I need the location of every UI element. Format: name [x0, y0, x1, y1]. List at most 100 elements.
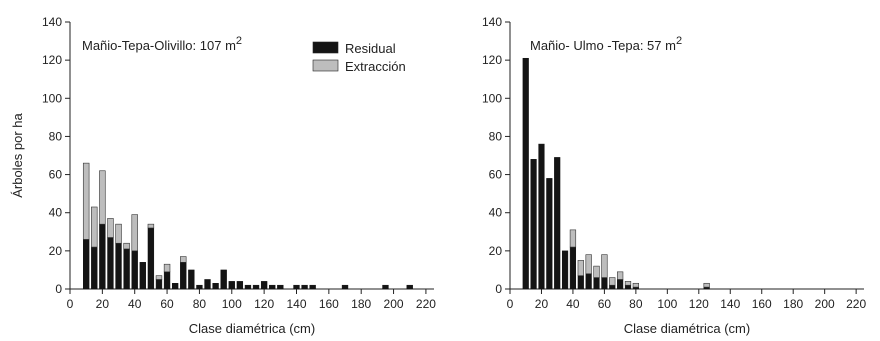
bar-residual — [617, 279, 624, 290]
bar-residual — [147, 227, 155, 290]
bar-residual — [569, 246, 577, 290]
x-tick-label: 200 — [815, 297, 835, 311]
bar-extraccion — [632, 282, 639, 288]
y-tick-label: 100 — [42, 91, 62, 105]
y-tick-label: 120 — [482, 53, 502, 67]
bar-extraccion — [155, 275, 163, 280]
bar-residual — [585, 273, 592, 290]
bar-residual — [236, 281, 244, 290]
x-tick-label: 0 — [67, 297, 74, 311]
bar-residual — [155, 279, 163, 290]
bar-residual — [260, 281, 268, 290]
bar-extraccion — [115, 223, 122, 244]
legend-label: Extracción — [345, 59, 406, 74]
bar-residual — [115, 242, 122, 290]
bar-residual — [252, 284, 260, 290]
legend-swatch — [312, 41, 339, 54]
bar-residual — [293, 284, 300, 290]
bar-extraccion — [99, 170, 106, 225]
bar-extraccion — [577, 260, 584, 276]
bar-extraccion — [601, 254, 608, 278]
bar-residual — [139, 262, 146, 290]
y-tick-label: 40 — [489, 206, 503, 220]
bar-extraccion — [131, 214, 138, 252]
bar-residual — [309, 284, 316, 290]
bar-extraccion — [163, 263, 171, 273]
bar-residual — [546, 178, 553, 290]
y-tick-label: 140 — [482, 15, 502, 29]
bar-residual — [530, 159, 537, 290]
bar-residual — [212, 283, 219, 290]
bar-residual — [554, 157, 561, 290]
bar-residual — [171, 283, 179, 290]
bar-residual — [538, 143, 545, 290]
y-tick-label: 60 — [49, 168, 63, 182]
y-tick-label: 140 — [42, 15, 62, 29]
bar-residual — [593, 277, 600, 290]
bar-extraccion — [107, 218, 114, 238]
bar-residual — [561, 250, 569, 290]
bar-residual — [609, 284, 616, 290]
bar-residual — [107, 237, 114, 290]
bar-residual — [204, 279, 211, 290]
x-tick-label: 120 — [254, 297, 274, 311]
x-tick-label: 140 — [286, 297, 306, 311]
x-tick-label: 80 — [629, 297, 643, 311]
x-axis-label: Clase diamétrica (cm) — [624, 321, 750, 336]
x-tick-label: 180 — [783, 297, 803, 311]
bar-residual — [123, 248, 130, 290]
x-tick-label: 20 — [96, 297, 110, 311]
bar-extraccion — [123, 242, 130, 250]
x-tick-label: 200 — [384, 297, 404, 311]
x-tick-label: 160 — [752, 297, 772, 311]
x-tick-label: 60 — [598, 297, 612, 311]
bar-extraccion — [82, 162, 90, 240]
y-tick-label: 80 — [489, 129, 503, 143]
chart-panel-1: 0 20 40 60 80 100 120 140 0 20 40 60 80 100 120 140 160 1… — [10, 15, 436, 336]
bar-residual — [196, 284, 203, 290]
bar-extraccion — [180, 256, 187, 263]
chart-annotation: Mañio- Ulmo -Tepa: 57 m2 — [530, 35, 682, 53]
bar-residual — [131, 250, 138, 290]
y-tick-label: 0 — [495, 282, 502, 296]
bar-extraccion — [624, 281, 632, 286]
y-axis-label: Árboles por ha — [10, 112, 25, 197]
y-tick-label: 60 — [489, 168, 503, 182]
bar-extraccion — [617, 271, 624, 280]
bar-residual — [244, 284, 252, 290]
bar-residual — [601, 277, 608, 290]
x-tick-label: 220 — [846, 297, 866, 311]
bar-residual — [220, 269, 227, 290]
bar-extraccion — [609, 277, 616, 286]
y-tick-label: 20 — [489, 244, 503, 258]
chart-annotation: Mañio-Tepa-Olivillo: 107 m2 — [82, 35, 242, 53]
x-axis-label: Clase diamétrica (cm) — [189, 321, 315, 336]
chart-panel-2: 0 20 40 60 80 100 120 140 0 20 40 60 80 100 120 140 160 1… — [482, 15, 866, 336]
bar-residual — [163, 271, 171, 290]
x-tick-label: 60 — [160, 297, 174, 311]
x-tick-label: 40 — [566, 297, 580, 311]
bar-residual — [341, 284, 349, 290]
bar-extraccion — [703, 282, 710, 288]
bar-residual — [228, 281, 235, 290]
bar-extraccion — [147, 223, 155, 229]
bar-residual — [99, 223, 106, 290]
x-tick-label: 120 — [689, 297, 709, 311]
legend-label: Residual — [345, 41, 396, 56]
x-tick-label: 140 — [720, 297, 740, 311]
x-tick-label: 160 — [319, 297, 339, 311]
bar-residual — [269, 284, 276, 290]
x-tick-label: 0 — [507, 297, 514, 311]
bar-residual — [522, 57, 529, 290]
y-tick-label: 0 — [55, 282, 62, 296]
bar-residual — [577, 275, 584, 290]
y-tick-label: 120 — [42, 53, 62, 67]
x-tick-label: 20 — [535, 297, 549, 311]
bar-residual — [382, 284, 389, 290]
bar-residual — [277, 284, 284, 290]
bar-residual — [624, 284, 632, 290]
x-tick-label: 220 — [416, 297, 436, 311]
x-tick-label: 100 — [657, 297, 677, 311]
bar-residual — [180, 262, 187, 290]
